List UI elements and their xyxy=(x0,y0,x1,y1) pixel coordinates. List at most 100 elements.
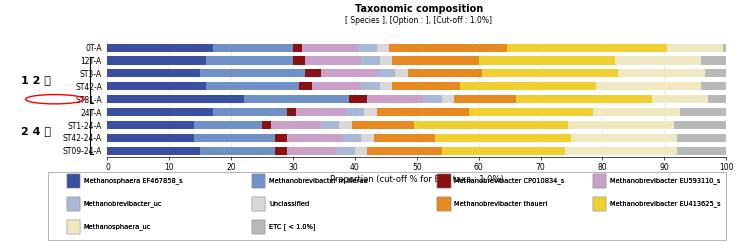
Bar xyxy=(677,147,726,155)
Text: Methanosphaera EF467858_s: Methanosphaera EF467858_s xyxy=(84,178,182,184)
Bar xyxy=(107,56,207,65)
Bar xyxy=(349,95,368,103)
Bar xyxy=(361,56,379,65)
Bar xyxy=(368,95,423,103)
Bar xyxy=(389,44,507,52)
Bar xyxy=(568,121,674,129)
Bar xyxy=(321,121,339,129)
Bar xyxy=(107,147,200,155)
Bar xyxy=(287,134,342,142)
Bar xyxy=(274,147,287,155)
Bar xyxy=(107,82,207,90)
Text: Unclassified: Unclassified xyxy=(269,201,309,207)
Bar xyxy=(339,121,352,129)
Bar xyxy=(565,147,677,155)
Bar xyxy=(373,134,436,142)
Text: [ Species ], [Option : ], [Cut-off : 1.0%]: [ Species ], [Option : ], [Cut-off : 1.0… xyxy=(345,16,492,25)
Bar xyxy=(305,56,361,65)
Bar xyxy=(107,121,194,129)
Bar xyxy=(200,147,274,155)
Bar xyxy=(293,44,302,52)
Bar xyxy=(107,108,213,116)
Bar xyxy=(571,134,677,142)
Bar xyxy=(723,44,732,52)
Bar xyxy=(507,44,668,52)
Bar xyxy=(296,108,345,116)
Text: Methanobrevibacter EU413625_s: Methanobrevibacter EU413625_s xyxy=(610,201,720,207)
Bar xyxy=(213,108,287,116)
Bar xyxy=(200,69,305,77)
Text: 1 2 시: 1 2 시 xyxy=(21,75,51,85)
Text: ETC [ < 1.0%]: ETC [ < 1.0%] xyxy=(269,224,316,230)
Bar xyxy=(677,134,726,142)
Bar xyxy=(469,108,593,116)
Bar xyxy=(361,134,373,142)
Bar xyxy=(305,69,321,77)
Bar xyxy=(705,69,726,77)
Text: Unclassified: Unclassified xyxy=(269,201,309,207)
Bar xyxy=(368,147,442,155)
Bar xyxy=(271,121,321,129)
Bar xyxy=(454,95,516,103)
Text: Methanobrevibacter_uc: Methanobrevibacter_uc xyxy=(84,201,162,207)
Text: Methanobrevibacter m.illerae: Methanobrevibacter m.illerae xyxy=(269,178,368,184)
Text: Methanobrevibacter CP010834_s: Methanobrevibacter CP010834_s xyxy=(454,178,565,184)
Bar xyxy=(597,82,702,90)
Bar xyxy=(213,44,293,52)
Bar xyxy=(345,108,365,116)
Text: Methanobrevibacter thaueri: Methanobrevibacter thaueri xyxy=(454,201,548,207)
Bar xyxy=(679,108,726,116)
Bar xyxy=(615,56,702,65)
Bar xyxy=(379,82,392,90)
Bar xyxy=(379,56,392,65)
Bar xyxy=(342,134,361,142)
Bar xyxy=(376,44,389,52)
Bar xyxy=(365,108,376,116)
Bar xyxy=(708,95,726,103)
Bar xyxy=(479,56,615,65)
Bar xyxy=(702,56,726,65)
Bar xyxy=(674,121,726,129)
Text: Methanobrevibacter thaueri: Methanobrevibacter thaueri xyxy=(454,201,548,207)
Bar xyxy=(413,121,568,129)
Bar xyxy=(358,44,376,52)
Bar xyxy=(618,69,705,77)
Bar xyxy=(442,147,565,155)
Bar xyxy=(395,69,408,77)
Bar xyxy=(352,121,413,129)
Bar xyxy=(482,69,618,77)
Bar xyxy=(262,121,271,129)
Bar xyxy=(293,56,305,65)
Text: Methanobrevibacter_uc: Methanobrevibacter_uc xyxy=(84,201,162,207)
Text: Methanobrevibacter EU593110_s: Methanobrevibacter EU593110_s xyxy=(610,178,720,184)
Bar xyxy=(408,69,482,77)
Bar xyxy=(442,95,454,103)
Bar xyxy=(652,95,708,103)
Bar xyxy=(107,134,194,142)
Text: Methanobrevibacter CP010834_s: Methanobrevibacter CP010834_s xyxy=(454,178,565,184)
Bar xyxy=(194,134,274,142)
Bar xyxy=(207,82,299,90)
Bar xyxy=(460,82,597,90)
Bar xyxy=(392,56,479,65)
Bar xyxy=(107,69,200,77)
Bar xyxy=(302,44,358,52)
Text: ETC [ < 1.0%]: ETC [ < 1.0%] xyxy=(269,224,316,230)
Text: Taxonomic composition: Taxonomic composition xyxy=(354,4,483,14)
Text: Methanobrevibacter EU593110_s: Methanobrevibacter EU593110_s xyxy=(610,178,720,184)
Bar xyxy=(287,147,336,155)
Bar xyxy=(423,95,442,103)
Bar xyxy=(107,95,244,103)
Bar xyxy=(207,56,293,65)
Text: Methanosphaera_uc: Methanosphaera_uc xyxy=(84,224,151,230)
Text: Methanobrevibacter EU413625_s: Methanobrevibacter EU413625_s xyxy=(610,201,720,207)
Bar xyxy=(436,134,571,142)
Bar xyxy=(336,147,355,155)
Bar xyxy=(376,69,395,77)
Bar xyxy=(516,95,652,103)
Bar xyxy=(287,108,296,116)
Bar xyxy=(194,121,262,129)
Bar xyxy=(392,82,460,90)
X-axis label: Proportion (cut-off % for ETC taxa : 1.0%): Proportion (cut-off % for ETC taxa : 1.0… xyxy=(330,175,504,184)
Text: Methanosphaera_uc: Methanosphaera_uc xyxy=(84,224,151,230)
